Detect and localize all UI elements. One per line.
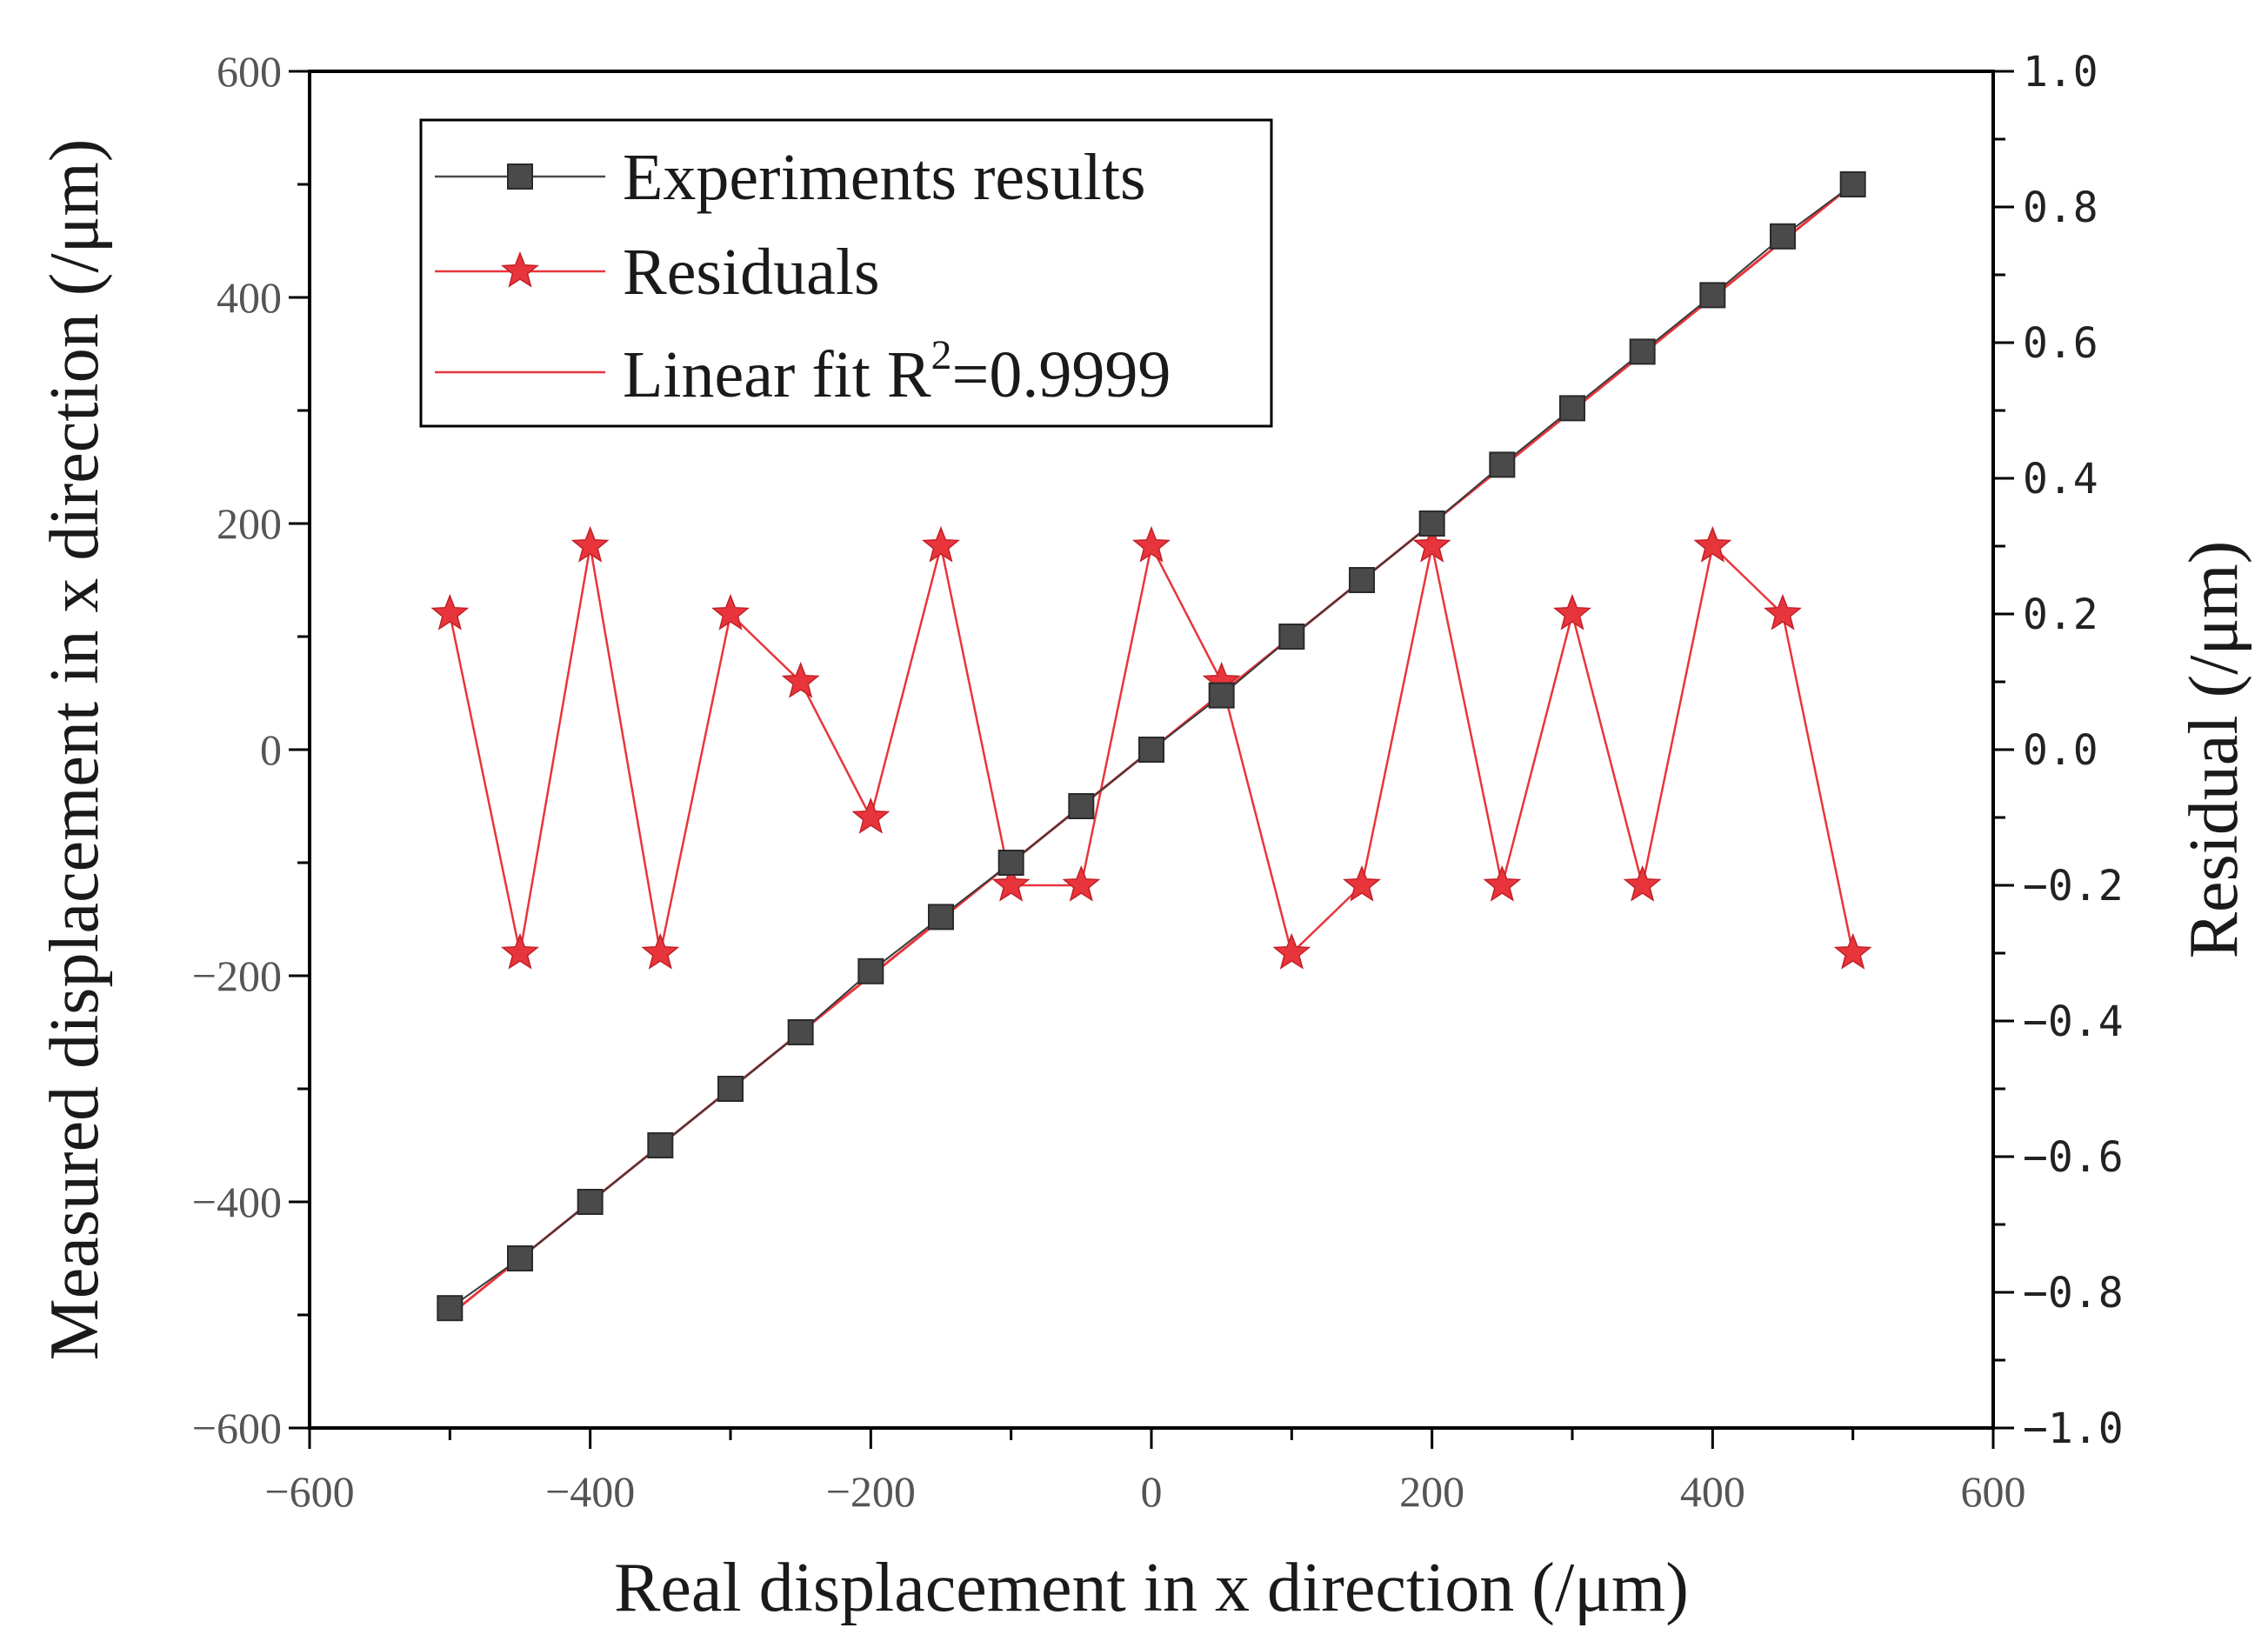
residual-point [922,525,960,563]
x-tick-label: −200 [826,1467,916,1516]
y2-tick-label: 0.2 [2023,590,2098,639]
residual-point [1272,932,1311,970]
experiment-point [928,904,954,931]
legend-fit-value: =0.9999 [952,338,1171,411]
experiment-point [1068,793,1095,819]
residual-point [1553,593,1591,631]
residual-point [1623,864,1662,902]
legend-fit-label: Linear fit R2=0.9999 [623,332,1171,411]
experiment-point [1699,282,1726,309]
y2-tick-label: 0.6 [2023,319,2098,368]
y2-tick-label: 1.0 [2023,48,2098,97]
x-tick-label: −600 [264,1467,354,1516]
experiment-point [1839,171,1866,197]
experiment-point [507,1245,533,1271]
experiment-series-layer [437,171,1866,1322]
legend-experiments-marker [507,163,533,190]
legend-fit-sup: 2 [931,332,952,378]
x-tick-label: 600 [1961,1467,2026,1516]
y2-tick-label: −0.2 [2023,862,2124,911]
legend-fit-text: Linear fit R [623,338,931,411]
y-tick-label: −600 [192,1404,282,1452]
y2-tick-label: 0.4 [2023,455,2098,504]
y2-tick-label: 0.8 [2023,183,2098,232]
x-tick-label: 0 [1141,1467,1163,1516]
residual-point [641,932,680,970]
experiment-point [1559,395,1585,422]
experiment-point [1278,624,1305,650]
experiment-point [1418,510,1445,537]
x-tick-label: 200 [1399,1467,1464,1516]
x-tick-label: 400 [1680,1467,1745,1516]
experiment-point [997,850,1024,876]
experiment-point [437,1295,464,1322]
y2-tick-label: −0.4 [2023,997,2124,1046]
y-tick-label: 600 [217,47,282,96]
experiment-point [1349,567,1375,593]
y2-tick-label: −1.0 [2023,1404,2124,1453]
experiment-point [787,1019,814,1045]
residual-point [851,797,891,834]
experiment-point [577,1189,604,1215]
residual-point [570,525,610,563]
experiment-point [717,1076,744,1102]
y2-tick-label: −0.6 [2023,1133,2124,1182]
tick-marks [289,70,2014,1449]
residual-point [711,593,750,631]
experiment-point [647,1132,674,1158]
experiment-point [1489,451,1516,478]
residual-point [991,864,1031,902]
legend-experiments-label: Experiments results [623,141,1146,214]
residual-point [430,593,470,631]
y2-tick-label: −0.8 [2023,1269,2124,1318]
experiment-point [1770,223,1796,250]
tick-labels: −600 −400 −200 0 200 400 600 −600 −400 −200 0 200 40… [192,47,2124,1516]
y-axis-title: Measured displacement in x direction (/μ… [37,139,113,1361]
experiment-point [1629,338,1656,365]
experiment-point [857,957,884,984]
residual-point [1483,864,1522,902]
residual-point [781,661,820,698]
legend-residuals-marker [501,250,539,288]
residual-point [1412,525,1451,563]
legend-box [419,118,1273,428]
residual-point [1764,593,1802,631]
y-tick-label: −400 [192,1178,282,1226]
y-tick-label: 200 [217,499,282,548]
y-tick-label: −200 [192,951,282,1000]
legend-residuals-label: Residuals [623,236,880,309]
experiment-point [1138,737,1164,763]
residual-point [1132,525,1171,563]
y2-axis-title: Residual (/μm) [2176,541,2252,959]
residual-point [1062,864,1101,902]
residual-point [1343,864,1381,902]
residual-point [1693,525,1732,563]
legend: Experiments results Residuals Linear fit… [419,118,1273,428]
y-tick-label: 400 [217,273,282,322]
y-tick-label: 0 [260,725,282,774]
x-axis-title: Real displacement in x direction (/μm) [614,1550,1689,1626]
experiment-point [1208,682,1235,709]
residual-point [1833,932,1872,970]
x-tick-label: −400 [545,1467,635,1516]
residual-point [501,932,539,970]
y2-tick-label: 0.0 [2023,726,2098,775]
